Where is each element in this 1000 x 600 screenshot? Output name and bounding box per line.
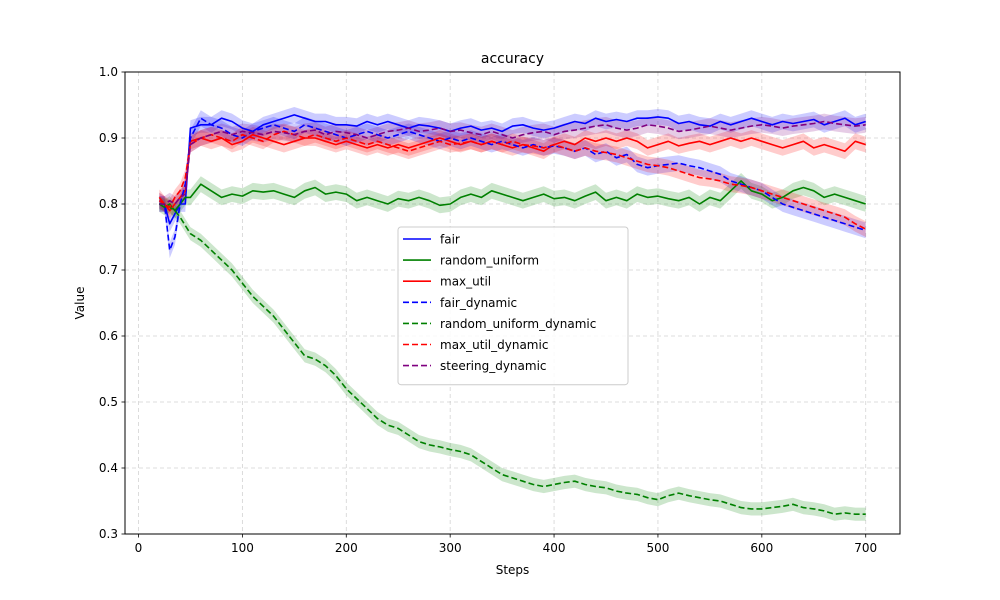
y-tick-label-0: 0.3: [99, 527, 118, 541]
y-tick-label-3: 0.6: [99, 329, 118, 343]
legend-box: [397, 226, 629, 386]
chart-title: accuracy: [481, 51, 544, 67]
x-tick-label-3: 300: [439, 541, 462, 555]
series-line-steering-dynamic: [159, 120, 866, 205]
y-tick-label-6: 0.9: [99, 131, 118, 145]
series-line-fair: [158, 114, 866, 225]
legend-label-max-util: max_util: [440, 275, 491, 289]
y-axis-label: Value: [73, 287, 87, 320]
x-tick-label-7: 700: [854, 541, 877, 555]
legend-label-steering-dynamic: steering_dynamic: [440, 359, 547, 373]
series-lines: [158, 114, 867, 516]
band-fair-dynamic: [159, 110, 866, 259]
y-tick-label-5: 0.8: [99, 197, 118, 211]
y-tick-label-7: 1.0: [99, 65, 118, 79]
x-axis-label: Steps: [496, 563, 530, 577]
series-line-max-util-dynamic: [158, 130, 867, 230]
band-max-util-dynamic: [159, 123, 866, 237]
axis-ticks: 0 100 200 300 400 500 600 700 0.3 0.4 0.5 0.6 0.7 0.8…: [99, 65, 877, 555]
confidence-bands: [159, 107, 866, 521]
legend-label-fair: fair: [440, 233, 460, 247]
band-fair: [159, 107, 866, 232]
y-tick-label-1: 0.4: [99, 461, 118, 475]
legend-label-fair-dynamic: fair_dynamic: [440, 296, 517, 310]
band-max-util: [159, 126, 866, 219]
x-tick-label-5: 500: [646, 541, 669, 555]
plot-frame: [124, 71, 901, 535]
x-tick-label-4: 400: [543, 541, 566, 555]
legend: fair random_uniform max_util fair_dynamicra…: [397, 226, 629, 386]
y-tick-label-2: 0.5: [99, 395, 118, 409]
series-line-random-uniform: [158, 180, 866, 212]
legend-label-random-uniform: random_uniform: [440, 254, 539, 268]
legend-label-max-util-dynamic: max_util_dynamic: [440, 338, 548, 352]
x-tick-label-0: 0: [135, 541, 143, 555]
x-tick-label-6: 600: [750, 541, 773, 555]
y-tick-label-4: 0.7: [99, 263, 118, 277]
band-steering-dynamic: [159, 113, 866, 212]
x-tick-label-1: 100: [231, 541, 254, 555]
legend-label-random-uniform-dynamic: random_uniform_dynamic: [440, 317, 596, 331]
x-tick-label-2: 200: [335, 541, 358, 555]
band-random-uniform: [159, 173, 866, 219]
